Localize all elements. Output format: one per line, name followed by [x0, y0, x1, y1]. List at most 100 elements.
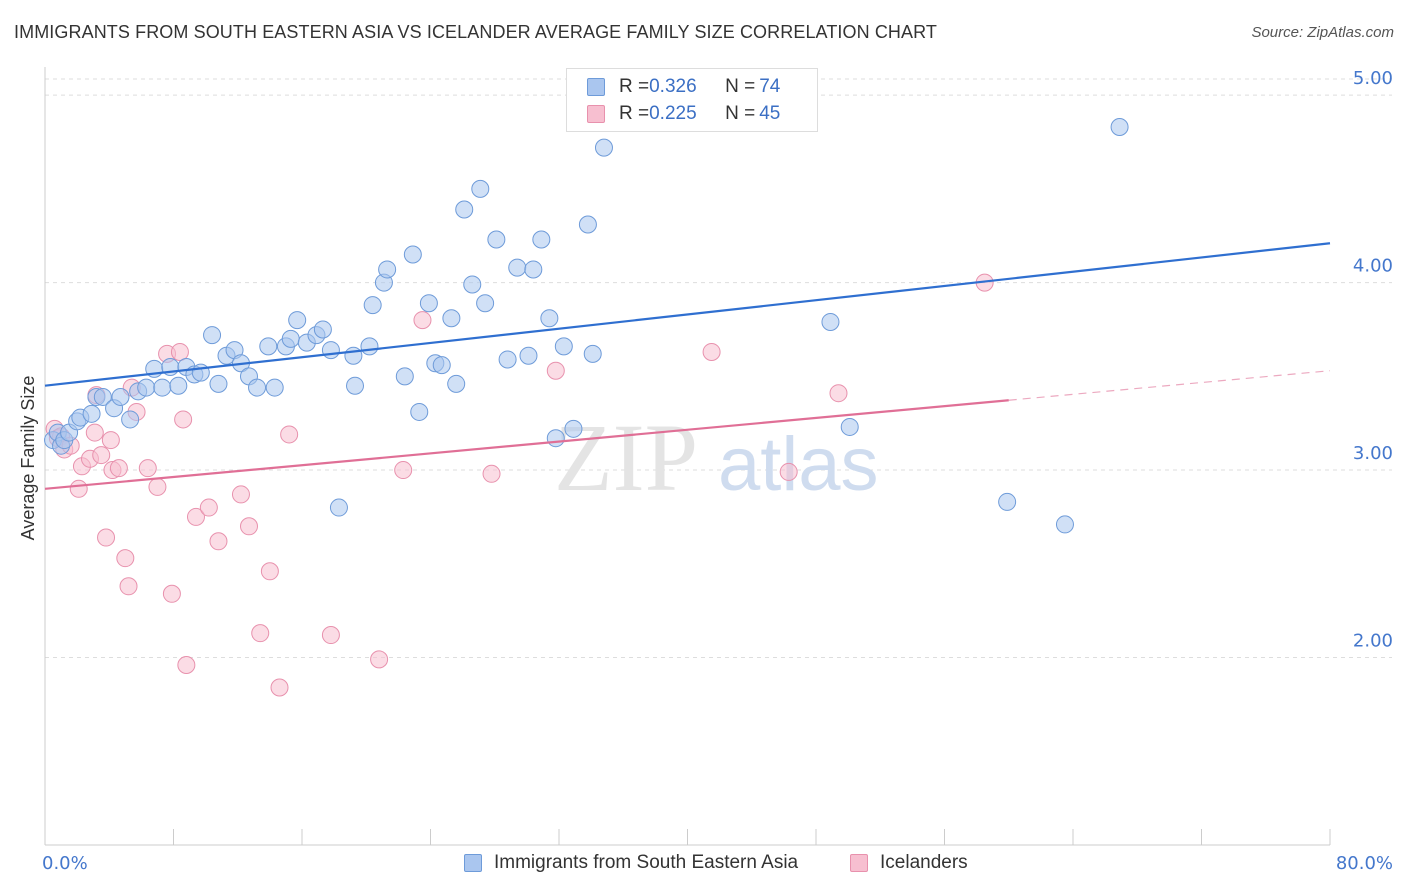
watermark-atlas: atlas: [718, 422, 879, 507]
data-point: [174, 410, 193, 429]
data-point: [998, 492, 1017, 511]
data-point: [346, 376, 365, 395]
n-value: 45: [759, 103, 781, 124]
data-point: [209, 532, 228, 551]
stats-legend-row-blue: R = 0.326 N = 74: [587, 75, 780, 99]
n-label: N =: [725, 76, 756, 97]
data-point: [162, 584, 181, 603]
data-point: [101, 431, 120, 450]
data-point: [248, 378, 267, 397]
data-point: [116, 549, 135, 568]
data-point: [363, 296, 382, 315]
watermark: ZIP atlas: [554, 404, 879, 511]
data-point: [546, 361, 565, 380]
data-point: [153, 378, 172, 397]
data-point: [702, 342, 721, 361]
data-point: [463, 275, 482, 294]
stats-legend-row-pink: R = 0.225 N = 45: [587, 102, 780, 126]
data-point: [169, 376, 188, 395]
data-point: [313, 320, 332, 339]
data-point: [231, 485, 250, 504]
legend-label: Icelanders: [880, 852, 968, 873]
y-tick-label: 2.00: [1353, 631, 1393, 652]
data-point: [251, 624, 270, 643]
data-point: [82, 404, 101, 423]
data-point: [138, 459, 157, 478]
data-point: [540, 309, 559, 328]
data-point: [532, 230, 551, 249]
data-point: [360, 337, 379, 356]
data-point: [121, 410, 140, 429]
data-point: [281, 329, 300, 348]
watermark-zip: ZIP: [554, 404, 698, 511]
data-point: [1110, 117, 1129, 136]
y-axis-label: Average Family Size: [18, 376, 38, 541]
axes: [44, 67, 1331, 846]
data-point: [524, 260, 543, 279]
data-point: [442, 309, 461, 328]
trend-line-pink: [44, 399, 1009, 490]
n-label: N =: [725, 103, 756, 124]
series-immigrants-sea: [44, 117, 1129, 534]
r-label: R =: [619, 76, 650, 97]
x-tick-label: 80.0%: [1336, 853, 1393, 874]
data-point: [288, 311, 307, 330]
data-point: [554, 337, 573, 356]
pink-swatch: [850, 854, 868, 872]
n-value: 74: [759, 76, 781, 97]
chart-title: IMMIGRANTS FROM SOUTH EASTERN ASIA VS IC…: [14, 22, 938, 42]
data-point: [260, 562, 279, 581]
data-point: [583, 344, 602, 363]
data-point: [403, 245, 422, 264]
data-point: [508, 258, 527, 277]
x-tick-label: 0.0%: [42, 853, 88, 874]
r-value: 0.225: [649, 103, 697, 124]
data-point: [419, 294, 438, 313]
data-point: [85, 423, 104, 442]
data-point: [564, 419, 583, 438]
data-point: [259, 337, 278, 356]
data-point: [329, 498, 348, 517]
blue-swatch: [464, 854, 482, 872]
legend-item-immigrants-sea: Immigrants from South Eastern Asia: [464, 852, 798, 874]
data-point: [546, 429, 565, 448]
data-point: [394, 461, 413, 480]
data-point: [280, 425, 299, 444]
data-point: [498, 350, 517, 369]
data-point: [487, 230, 506, 249]
data-point: [578, 215, 597, 234]
data-point: [821, 312, 840, 331]
data-point: [370, 650, 389, 669]
legend-label: Immigrants from South Eastern Asia: [494, 852, 799, 873]
data-point: [829, 384, 848, 403]
data-point: [432, 356, 451, 375]
y-tick-label: 3.00: [1353, 443, 1393, 464]
data-point: [203, 326, 222, 345]
data-point: [137, 378, 156, 397]
data-point: [69, 479, 88, 498]
data-point: [199, 498, 218, 517]
data-point: [186, 507, 205, 526]
data-point: [148, 477, 167, 496]
data-point: [413, 311, 432, 330]
data-point: [482, 464, 501, 483]
r-value: 0.326: [649, 76, 697, 97]
data-point: [109, 459, 128, 478]
trend-line-pink-extension: [1008, 370, 1331, 401]
data-point: [321, 341, 340, 360]
data-point: [447, 374, 466, 393]
y-tick-label: 4.00: [1353, 256, 1393, 277]
data-point: [594, 138, 613, 157]
y-tick-label: 5.00: [1353, 68, 1393, 89]
data-point: [270, 678, 289, 697]
data-point: [119, 577, 138, 596]
data-point: [265, 378, 284, 397]
data-point: [779, 462, 798, 481]
pink-swatch: [587, 105, 605, 123]
trend-lines: [44, 242, 1331, 490]
data-point: [476, 294, 495, 313]
data-point: [455, 200, 474, 219]
data-point: [471, 179, 490, 198]
chart-source: Source: ZipAtlas.com: [1251, 24, 1394, 41]
